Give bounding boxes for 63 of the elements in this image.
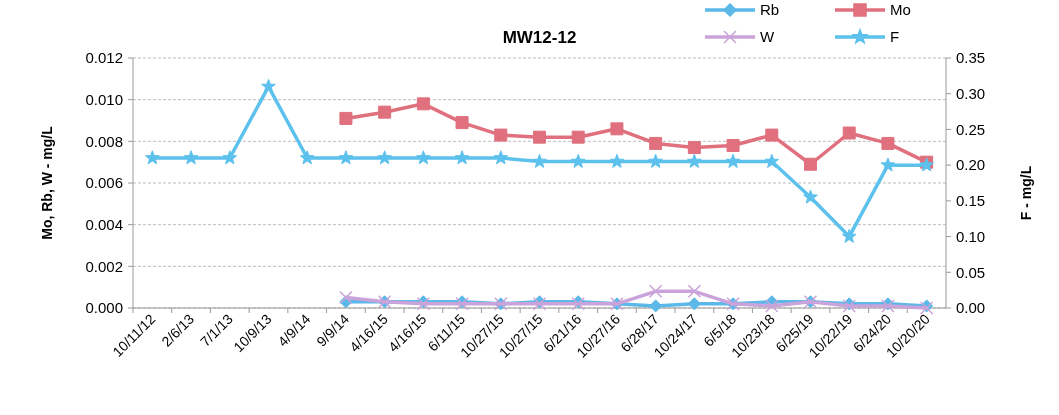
- point: [493, 150, 509, 165]
- point: [648, 284, 663, 299]
- point: [339, 290, 353, 305]
- point: [533, 130, 546, 144]
- point: [455, 116, 469, 130]
- y2-tick-label: 0.00: [956, 299, 986, 317]
- point: [454, 150, 470, 165]
- y2-tick-label: 0.25: [956, 120, 986, 138]
- point: [687, 297, 701, 311]
- y2-tick-label: 0.20: [956, 156, 986, 174]
- y2-axis-title: F - mg/L: [1018, 165, 1034, 221]
- point: [649, 136, 663, 150]
- point: [804, 157, 817, 171]
- y-tick-label: 0.006: [85, 174, 123, 192]
- point: [261, 78, 276, 93]
- point: [570, 153, 586, 168]
- point: [687, 284, 702, 299]
- y2-tick-label: 0.15: [956, 192, 986, 210]
- point: [416, 150, 431, 165]
- point: [222, 150, 238, 165]
- point: [339, 111, 353, 125]
- point: [571, 130, 585, 144]
- y-axis-title: Mo, Rb, W - mg/L: [39, 125, 55, 240]
- legend-label: Rb: [760, 1, 780, 19]
- point: [725, 153, 741, 168]
- point: [183, 150, 199, 165]
- legend-label: F: [890, 28, 900, 46]
- chart-title: MW12-12: [502, 28, 577, 47]
- point: [338, 150, 354, 165]
- point: [880, 157, 896, 172]
- point: [648, 153, 663, 168]
- y2-tick-label: 0.10: [956, 227, 986, 245]
- y-tick-label: 0.012: [85, 49, 123, 67]
- point: [299, 150, 315, 165]
- point: [726, 139, 740, 152]
- point: [687, 153, 702, 168]
- legend-label: W: [760, 28, 775, 46]
- point: [378, 105, 392, 119]
- point: [494, 128, 508, 142]
- y-tick-label: 0.008: [85, 132, 123, 150]
- y-tick-label: 0.010: [85, 90, 123, 108]
- y2-tick-label: 0.35: [956, 49, 986, 67]
- point: [765, 128, 779, 142]
- point: [610, 122, 624, 136]
- y2-tick-label: 0.05: [956, 263, 986, 281]
- point: [377, 150, 392, 165]
- point: [145, 150, 160, 165]
- point: [532, 153, 547, 168]
- point: [609, 153, 625, 168]
- point: [803, 189, 818, 204]
- y-tick-label: 0.004: [85, 215, 123, 233]
- point: [881, 136, 895, 150]
- point: [841, 228, 857, 243]
- point: [764, 153, 780, 168]
- point: [416, 97, 430, 111]
- legend-label: Mo: [890, 1, 911, 19]
- point: [687, 141, 701, 155]
- y-tick-label: 0.002: [85, 257, 123, 275]
- y2-tick-label: 0.30: [956, 84, 986, 102]
- point: [765, 299, 779, 313]
- y-tick-label: 0.000: [85, 299, 123, 317]
- point: [842, 126, 856, 140]
- point: [649, 299, 663, 313]
